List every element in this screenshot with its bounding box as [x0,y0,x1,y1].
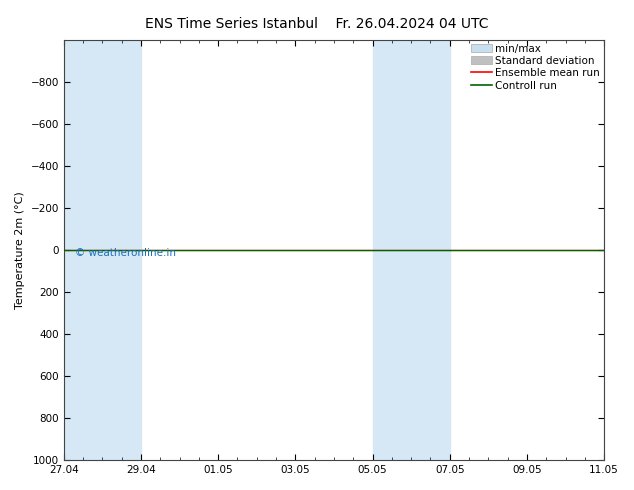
Bar [102,40,141,460]
Y-axis label: Temperature 2m (°C): Temperature 2m (°C) [15,191,25,309]
Text: ENS Time Series Istanbul    Fr. 26.04.2024 04 UTC: ENS Time Series Istanbul Fr. 26.04.2024 … [145,17,489,31]
Bar [373,40,411,460]
Legend: min/max, Standard deviation, Ensemble mean run, Controll run: min/max, Standard deviation, Ensemble me… [469,42,602,93]
Bar [604,40,634,460]
Bar [64,40,102,460]
Text: © weatheronline.in: © weatheronline.in [75,248,176,258]
Bar [411,40,450,460]
